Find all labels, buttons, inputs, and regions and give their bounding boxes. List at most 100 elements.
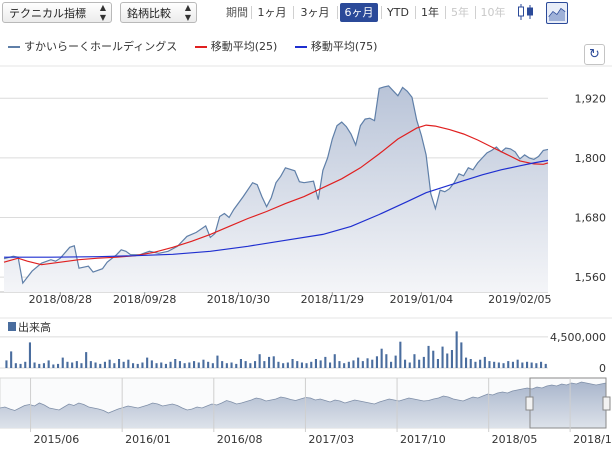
- volume-bar: [235, 363, 238, 368]
- volume-bar: [446, 353, 449, 368]
- volume-bar: [300, 362, 303, 368]
- period-separator: [475, 6, 476, 19]
- volume-bar: [507, 361, 510, 368]
- volume-bar: [71, 362, 74, 368]
- navigator-tick-label: 2018/05: [492, 433, 538, 446]
- period-button-1[interactable]: 3ヶ月: [300, 6, 330, 19]
- price-line: [3, 85, 549, 285]
- compare-label: 銘柄比較: [127, 7, 171, 20]
- volume-bar: [277, 361, 280, 368]
- technical-indicator-select[interactable]: テクニカル指標 ▲ ▼: [2, 2, 112, 23]
- compare-select[interactable]: 銘柄比較 ▲ ▼: [120, 2, 197, 23]
- period-separator: [293, 6, 294, 19]
- volume-bar: [10, 351, 13, 368]
- volume-bar: [169, 361, 172, 368]
- navigator-line: [0, 381, 607, 414]
- volume-bar: [94, 362, 97, 368]
- volume-bar: [357, 357, 360, 368]
- x-tick-label: 2019/01/04: [390, 293, 453, 306]
- volume-bar: [338, 361, 341, 368]
- volume-bar: [57, 363, 60, 368]
- volume-bar: [38, 363, 41, 368]
- period-button-6: 10年: [480, 6, 506, 19]
- volume-bar: [404, 359, 407, 368]
- volume-bar: [493, 361, 496, 368]
- navigator-tick-label: 2017/10: [400, 433, 446, 446]
- navigator-handle-left: [525, 396, 534, 411]
- volume-bar: [202, 359, 205, 368]
- volume-bar: [291, 359, 294, 368]
- volume-bar: [455, 331, 458, 368]
- volume-bar: [408, 362, 411, 368]
- period-button-0[interactable]: 1ヶ月: [257, 6, 287, 19]
- volume-bar: [282, 363, 285, 368]
- volume-bar: [497, 362, 500, 368]
- period-button-3[interactable]: YTD: [387, 6, 409, 19]
- ma75-line: [4, 159, 549, 258]
- y-tick-label: 1,920: [575, 92, 607, 105]
- price-area: [4, 85, 548, 293]
- volume-bar: [540, 361, 543, 368]
- period-label: 期間: [226, 6, 248, 19]
- navigator-selection: [529, 377, 607, 429]
- x-tick-label: 2018/11/29: [301, 293, 364, 306]
- volume-bar: [361, 361, 364, 368]
- x-tick-label: 2018/08/28: [29, 293, 92, 306]
- navigator-frame: [0, 377, 607, 429]
- area-chart-icon[interactable]: [546, 2, 568, 24]
- volume-bar: [80, 363, 83, 368]
- volume-bar: [310, 361, 313, 368]
- navigator-handle-right: [602, 396, 611, 411]
- volume-bar: [258, 354, 261, 368]
- candlestick-icon[interactable]: [516, 2, 538, 24]
- volume-bar: [244, 361, 247, 368]
- volume-bar: [268, 356, 271, 368]
- select-arrows-icon: ▲ ▼: [99, 3, 106, 22]
- volume-bar: [319, 360, 322, 368]
- volume-bar: [160, 362, 163, 368]
- volume-bar: [174, 359, 177, 368]
- volume-bar: [122, 361, 125, 368]
- volume-bar: [188, 362, 191, 368]
- volume-bar: [333, 354, 336, 368]
- volume-bar: [118, 359, 121, 368]
- volume-bar: [436, 359, 439, 368]
- volume-bar: [230, 362, 233, 368]
- volume-bar: [249, 363, 252, 368]
- volume-bar: [127, 359, 130, 368]
- volume-bar: [385, 354, 388, 368]
- volume-bar: [141, 362, 144, 368]
- volume-bar: [380, 348, 383, 368]
- volume-bar: [66, 361, 69, 368]
- volume-bar: [52, 364, 55, 368]
- period-separator: [415, 6, 416, 19]
- volume-bar: [75, 361, 78, 368]
- refresh-icon[interactable]: ↻: [584, 44, 605, 65]
- volume-bar: [418, 359, 421, 368]
- navigator-tick-label: 2016/08: [217, 433, 263, 446]
- period-separator: [251, 6, 252, 19]
- volume-bar: [441, 346, 444, 368]
- legend-label-ma25: 移動平均(25): [210, 40, 278, 53]
- volume-title: 出来高: [18, 320, 51, 334]
- volume-bar: [24, 361, 27, 368]
- volume-bar: [197, 362, 200, 368]
- legend-item-price: すかいらーくホールディングス: [8, 38, 177, 54]
- volume-bar: [216, 355, 219, 368]
- legend-label-price: すかいらーくホールディングス: [24, 40, 178, 53]
- toolbar: テクニカル指標 ▲ ▼ 銘柄比較 ▲ ▼ 期間 1ヶ月 3ヶ月 6ヶ月 YTD 1年 5年 10…: [0, 0, 612, 27]
- ma25-line: [3, 124, 549, 266]
- volume-bar: [150, 360, 153, 368]
- volume-bar: [103, 361, 106, 368]
- period-button-2[interactable]: 6ヶ月: [340, 3, 378, 22]
- y-tick-label: 1,800: [575, 152, 607, 165]
- volume-bar: [28, 342, 31, 368]
- period-separator: [381, 6, 382, 19]
- volume-bar: [394, 355, 397, 368]
- volume-bar: [521, 362, 524, 368]
- period-button-4[interactable]: 1年: [421, 6, 439, 19]
- volume-bar: [272, 356, 275, 368]
- volume-bar: [305, 363, 308, 368]
- navigator-area: [0, 382, 606, 428]
